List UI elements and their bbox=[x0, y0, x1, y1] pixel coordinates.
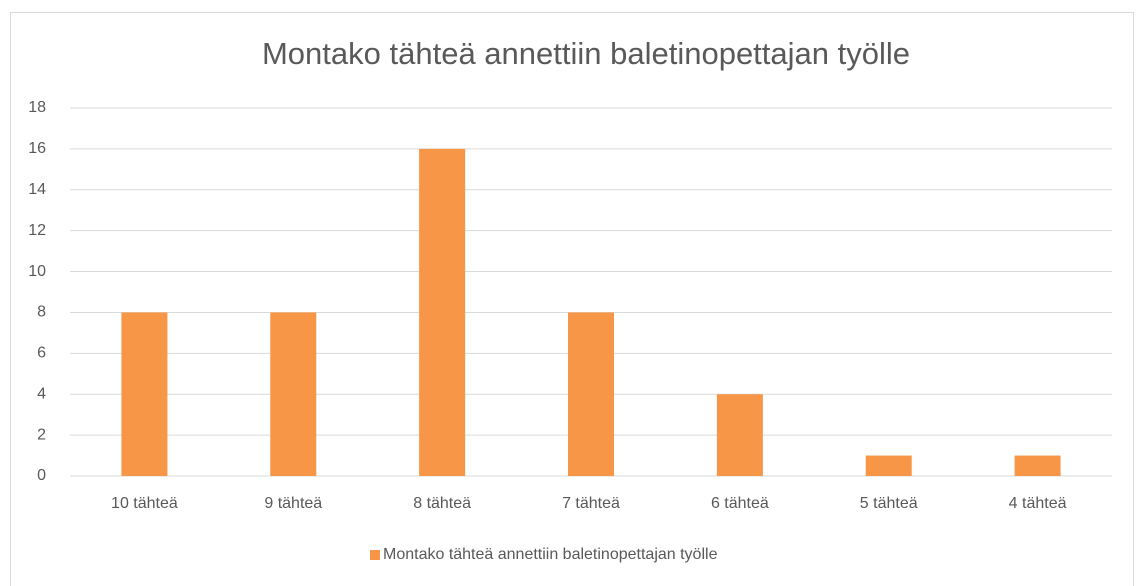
y-tick-label: 16 bbox=[28, 140, 46, 157]
chart-title: Montako tähteä annettiin baletinopettaja… bbox=[262, 36, 910, 71]
x-tick-label: 9 tähteä bbox=[264, 495, 322, 512]
y-tick-label: 6 bbox=[37, 345, 46, 362]
x-tick-label: 5 tähteä bbox=[860, 495, 918, 512]
y-tick-label: 0 bbox=[37, 467, 46, 484]
x-tick-label: 4 tähteä bbox=[1009, 495, 1067, 512]
x-tick-label: 6 tähteä bbox=[711, 495, 769, 512]
bar bbox=[568, 312, 614, 476]
bar bbox=[419, 148, 466, 476]
y-tick-label: 8 bbox=[37, 304, 46, 321]
bar bbox=[270, 312, 317, 476]
bar bbox=[121, 312, 168, 476]
legend-label: Montako tähteä annettiin baletinopettaja… bbox=[383, 546, 718, 563]
bar bbox=[1014, 455, 1061, 476]
bar bbox=[716, 394, 763, 476]
x-tick-label: 7 tähteä bbox=[562, 495, 620, 512]
x-tick-label: 10 tähteä bbox=[111, 495, 178, 512]
legend-swatch bbox=[370, 550, 380, 560]
y-tick-label: 4 bbox=[37, 385, 46, 402]
y-tick-label: 2 bbox=[37, 426, 46, 443]
y-tick-label: 12 bbox=[28, 222, 46, 239]
y-tick-label: 10 bbox=[28, 263, 46, 280]
y-tick-label: 18 bbox=[28, 99, 46, 116]
x-tick-label: 8 tähteä bbox=[413, 495, 471, 512]
y-tick-label: 14 bbox=[28, 181, 46, 198]
bar bbox=[865, 455, 912, 476]
